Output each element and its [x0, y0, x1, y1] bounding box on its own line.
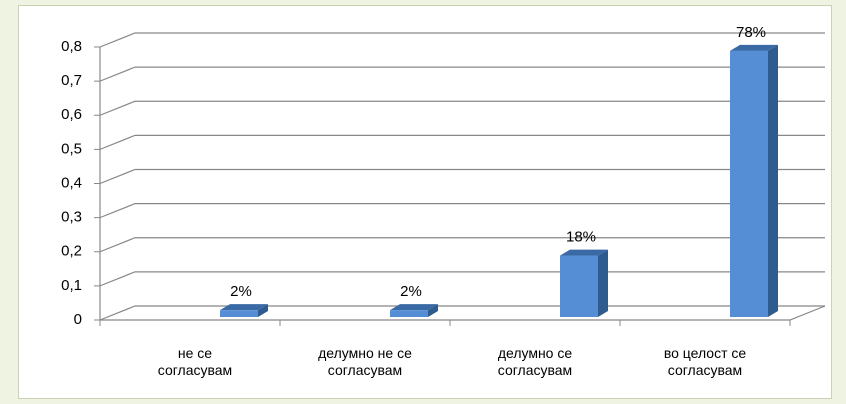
bar-top — [730, 44, 778, 51]
value-label: 78% — [736, 24, 766, 41]
y-tick-label: 0,7 — [61, 72, 82, 89]
y-tick-label: 0,5 — [61, 140, 82, 157]
wall-edge — [99, 47, 826, 321]
bar — [220, 310, 258, 317]
y-tick-label: 0,1 — [61, 277, 82, 294]
chart-panel — [18, 5, 832, 399]
grid-line — [99, 66, 825, 82]
value-label: 18% — [566, 229, 596, 246]
x-tick-label: делумно не се согласувам — [318, 345, 412, 378]
bar-side — [258, 304, 268, 317]
grid-line — [99, 134, 825, 150]
y-tick-label: 0 — [74, 311, 82, 328]
y-tick-label: 0,3 — [61, 209, 82, 226]
bar — [560, 255, 598, 317]
bar-top — [390, 304, 438, 311]
bar — [730, 50, 768, 317]
x-tick-label: во целост се согласувам — [663, 345, 747, 378]
grid-line — [99, 237, 825, 253]
grid-line — [99, 32, 825, 48]
bar-top — [220, 304, 268, 311]
x-tick-label: делумно се согласувам — [497, 345, 573, 378]
x-tick-label: не се согласувам — [157, 345, 233, 378]
grid-line — [99, 203, 825, 219]
bar-side — [768, 44, 778, 317]
y-tick-label: 0,8 — [61, 38, 82, 55]
grid-line — [99, 271, 825, 287]
bar-top — [560, 249, 608, 256]
value-label: 2% — [230, 283, 252, 300]
grid-line — [99, 168, 825, 185]
y-tick-label: 0,4 — [61, 174, 82, 191]
grid-line — [99, 100, 825, 116]
y-tick-label: 0,6 — [61, 106, 82, 123]
grid-line — [99, 305, 825, 321]
bar-side — [428, 304, 438, 317]
bar-side — [598, 249, 608, 317]
bar — [390, 310, 428, 317]
y-tick-label: 0,2 — [61, 243, 82, 260]
value-label: 2% — [400, 283, 422, 300]
